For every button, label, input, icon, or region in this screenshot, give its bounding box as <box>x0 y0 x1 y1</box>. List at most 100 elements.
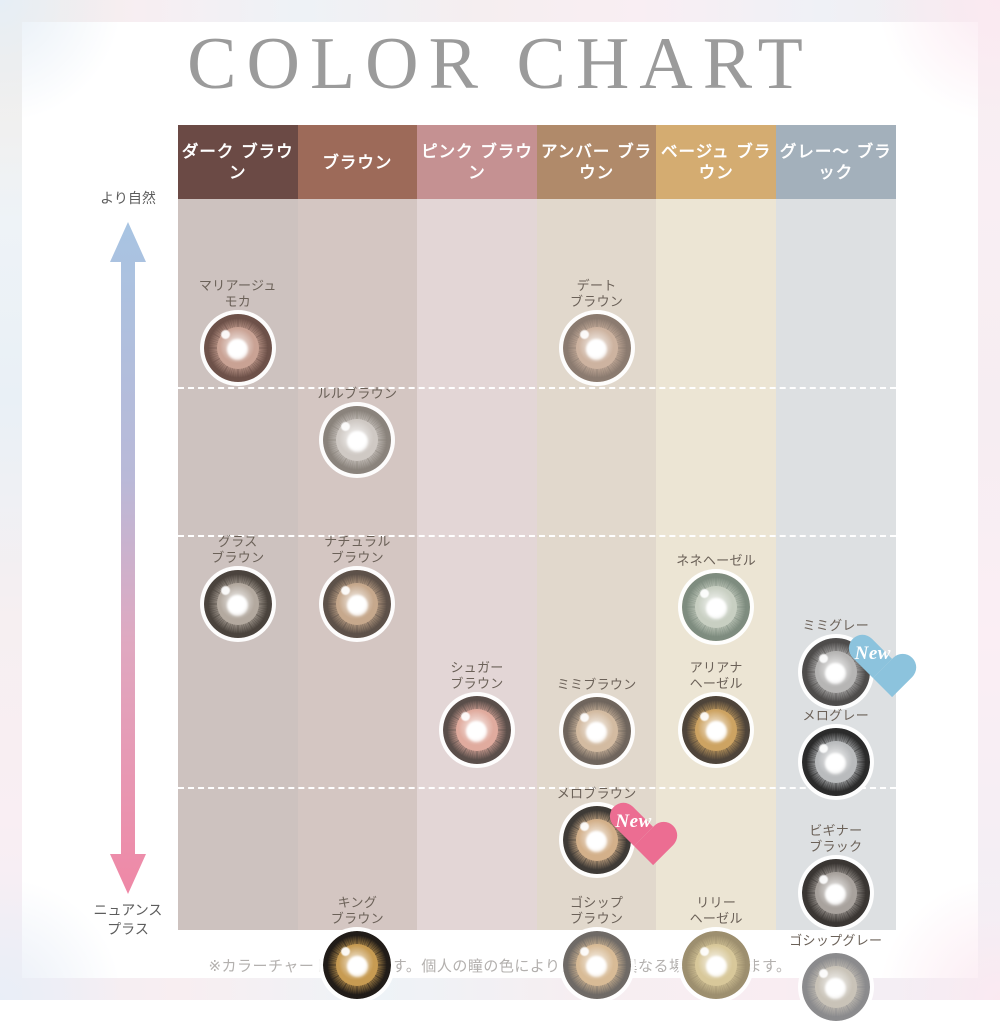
lens-swatch[interactable] <box>562 931 631 999</box>
contact-lens-icon <box>682 696 751 764</box>
lens-swatch[interactable] <box>562 314 631 382</box>
chart-column: ダーク ブラウン <box>178 125 298 930</box>
decor-edge-top <box>0 0 1000 22</box>
lens-highlight <box>580 329 590 339</box>
contact-lens-icon <box>562 931 631 999</box>
lens-name-label: メロブラウン <box>556 787 637 802</box>
lens-swatch[interactable]: New <box>562 806 651 874</box>
new-badge-label: New <box>615 811 652 832</box>
lens-item[interactable]: ルルブラウン <box>298 387 418 474</box>
lens-swatch[interactable] <box>323 931 392 999</box>
contact-lens-icon <box>562 314 631 382</box>
lens-swatch[interactable] <box>203 570 272 638</box>
decor-edge-left <box>0 0 22 1000</box>
lens-highlight <box>699 711 709 721</box>
color-chart-grid: ダーク ブラウン ブラウン ピンク ブラウン アンバー ブラウン ベージュ ブラウン グレ… <box>178 125 896 1021</box>
lens-swatch[interactable]: New <box>801 638 890 706</box>
lens-swatch[interactable] <box>801 859 870 927</box>
lens-pupil <box>346 594 368 616</box>
lens-name-label: ビギナー ブラック <box>809 824 863 855</box>
lens-pupil <box>825 662 847 684</box>
lens-item[interactable]: リリー ヘーゼル <box>656 896 776 999</box>
lens-highlight <box>819 743 829 753</box>
lens-item[interactable]: メログレー <box>776 709 896 796</box>
lens-pupil <box>466 720 488 742</box>
lens-pupil <box>825 752 847 774</box>
new-badge-label: New <box>854 643 891 664</box>
lens-item[interactable]: シュガー ブラウン <box>417 661 537 764</box>
lens-swatch[interactable] <box>562 697 631 765</box>
lens-highlight <box>699 946 709 956</box>
lens-item[interactable]: ミミブラウン <box>537 678 657 765</box>
lens-item[interactable]: ゴシップグレー <box>776 934 896 1021</box>
lens-item[interactable]: マリアージュ モカ <box>178 279 298 382</box>
chart-column: ピンク ブラウン <box>417 125 537 930</box>
column-body <box>417 199 537 930</box>
naturalness-axis: より自然 ニュアンス プラス <box>78 190 178 950</box>
contact-lens-icon <box>801 638 870 706</box>
chart-divider-line <box>178 387 896 389</box>
lens-item[interactable]: ビギナー ブラック <box>776 824 896 927</box>
lens-item[interactable]: キング ブラウン <box>298 896 418 999</box>
contact-lens-icon <box>801 859 870 927</box>
lens-highlight <box>341 946 351 956</box>
lens-swatch[interactable] <box>801 728 870 796</box>
chart-divider-line <box>178 787 896 789</box>
column-header: ベージュ ブラウン <box>656 125 776 199</box>
lens-item[interactable]: ナチュラル ブラウン <box>298 535 418 638</box>
lens-swatch[interactable] <box>801 953 870 1021</box>
lens-highlight <box>341 585 351 595</box>
contact-lens-icon <box>801 953 870 1021</box>
lens-pupil <box>586 338 608 360</box>
contact-lens-icon <box>801 728 870 796</box>
lens-pupil <box>705 597 727 619</box>
lens-highlight <box>580 712 590 722</box>
column-body <box>297 199 418 930</box>
page-title: COLOR CHART <box>187 23 813 105</box>
lens-item[interactable]: アリアナ ヘーゼル <box>656 661 776 764</box>
lens-highlight <box>460 711 470 721</box>
lens-name-label: シュガー ブラウン <box>450 661 504 692</box>
axis-label-top: より自然 <box>100 191 156 207</box>
lens-pupil <box>705 955 727 977</box>
lens-swatch[interactable] <box>203 314 272 382</box>
lens-swatch[interactable] <box>442 696 511 764</box>
lens-swatch[interactable] <box>682 931 751 999</box>
lens-pupil <box>705 720 727 742</box>
lens-item[interactable]: グラス ブラウン <box>178 535 298 638</box>
lens-highlight <box>580 821 590 831</box>
column-header: ブラウン <box>297 125 418 199</box>
lens-swatch[interactable] <box>682 696 751 764</box>
lens-swatch[interactable] <box>682 573 751 641</box>
lens-pupil <box>346 955 368 977</box>
column-header: ピンク ブラウン <box>417 125 537 199</box>
chart-column: ベージュ ブラウン <box>656 125 776 930</box>
contact-lens-icon <box>682 573 751 641</box>
lens-pupil <box>586 721 608 743</box>
decor-corner-bottom-right <box>880 880 1000 1000</box>
lens-name-label: アリアナ ヘーゼル <box>689 661 743 692</box>
lens-name-label: ナチュラル ブラウン <box>324 535 391 566</box>
lens-item[interactable]: デート ブラウン <box>537 279 657 382</box>
column-body <box>656 199 776 930</box>
lens-item[interactable]: ゴシップ ブラウン <box>537 896 657 999</box>
contact-lens-icon <box>442 696 511 764</box>
lens-item[interactable]: ミミグレー New <box>776 619 896 706</box>
lens-highlight <box>221 585 231 595</box>
lens-name-label: ゴシップグレー <box>789 934 883 949</box>
lens-highlight <box>221 329 231 339</box>
lens-swatch[interactable] <box>323 570 392 638</box>
lens-swatch[interactable] <box>323 406 392 474</box>
lens-name-label: グラス ブラウン <box>211 535 265 566</box>
lens-item[interactable]: ネネヘーゼル <box>656 554 776 641</box>
new-badge: New <box>607 800 661 850</box>
contact-lens-icon <box>323 406 392 474</box>
lens-item[interactable]: メロブラウン New <box>537 787 657 874</box>
lens-highlight <box>580 946 590 956</box>
contact-lens-icon <box>203 314 272 382</box>
column-header: ダーク ブラウン <box>178 125 298 199</box>
chart-column: ブラウン <box>297 125 418 930</box>
lens-name-label: デート ブラウン <box>569 279 624 310</box>
lens-name-label: ゴシップ ブラウン <box>569 896 624 927</box>
lens-name-label: キング ブラウン <box>330 896 384 927</box>
